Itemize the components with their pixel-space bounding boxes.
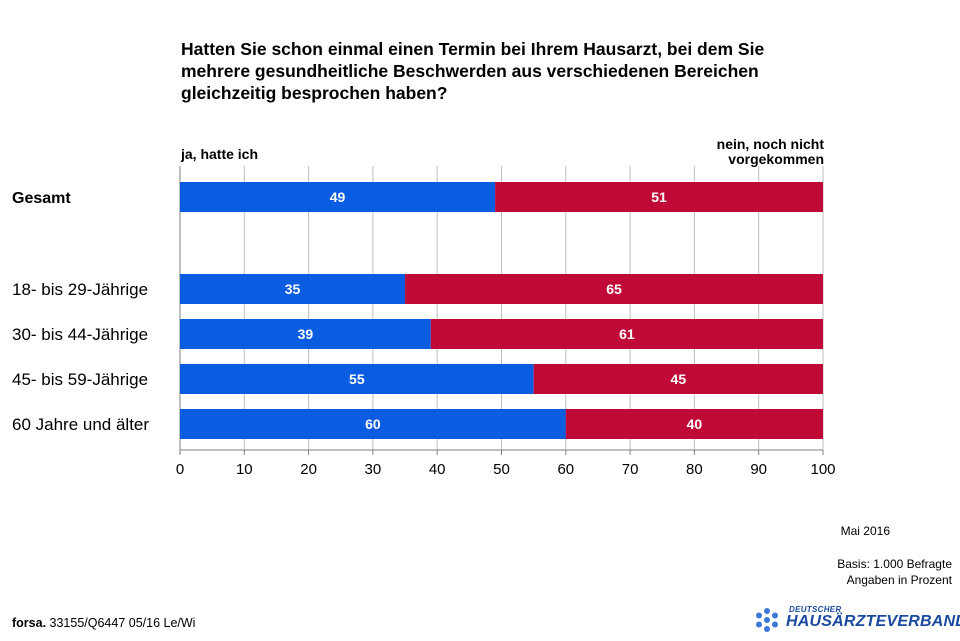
x-tick-label: 40	[429, 461, 446, 478]
x-tick-label: 50	[493, 461, 510, 478]
logo-main-text: HAUSÄRZTEVERBAND	[786, 613, 960, 630]
survey-date: Mai 2016	[840, 524, 890, 538]
category-label: 30- bis 44-Jährige	[12, 325, 148, 344]
data-label: 65	[606, 281, 622, 297]
x-tick-label: 70	[622, 461, 639, 478]
snowflake-logo-icon	[756, 608, 778, 632]
bar-nein	[405, 274, 823, 304]
bar-ja	[180, 274, 406, 304]
bar-nein	[533, 364, 823, 394]
data-label: 61	[619, 326, 635, 342]
source-code: 33155/Q6447 05/16 Le/Wi	[46, 616, 196, 630]
chart-title: Hatten Sie schon einmal einen Termin bei…	[181, 39, 765, 103]
x-tick-label: 80	[686, 461, 703, 478]
survey-basis: Basis: 1.000 Befragte Angaben in Prozent	[837, 556, 952, 588]
bar-nein	[565, 409, 823, 439]
data-label: 39	[298, 326, 314, 342]
x-tick-label: 30	[365, 461, 382, 478]
data-label: 49	[330, 189, 346, 205]
data-label: 40	[687, 416, 703, 432]
category-label: 45- bis 59-Jährige	[12, 370, 148, 389]
x-tick-label: 0	[176, 461, 184, 478]
data-label: 55	[349, 371, 365, 387]
data-label: 51	[651, 189, 667, 205]
bar-nein	[495, 182, 823, 212]
bar-ja	[180, 364, 534, 394]
source-brand: forsa.	[12, 616, 47, 630]
bar-ja	[180, 319, 431, 349]
unit-text: Angaben in Prozent	[846, 573, 952, 587]
x-tick-label: 10	[236, 461, 253, 478]
category-label: 60 Jahre und älter	[12, 415, 149, 434]
data-label: 45	[671, 371, 687, 387]
basis-text: Basis: 1.000 Befragte	[837, 557, 952, 571]
bar-ja	[180, 182, 496, 212]
x-tick-label: 60	[557, 461, 574, 478]
bar-ja	[180, 409, 566, 439]
data-label: 60	[365, 416, 381, 432]
bar-nein	[430, 319, 823, 349]
legend-nein: nein, noch nicht vorgekommen	[716, 136, 824, 167]
x-tick-label: 90	[750, 461, 767, 478]
stacked-bar-chart: 0 10 20 30 40 50 60 70 80 90 100 Gesamt 49 51 18- bis …	[12, 166, 836, 478]
category-label: Gesamt	[12, 190, 71, 207]
logo-top-text: DEUTSCHER	[789, 605, 842, 614]
source-note: forsa. 33155/Q6447 05/16 Le/Wi	[12, 616, 195, 630]
legend-ja: ja, hatte ich	[181, 146, 259, 162]
category-label: 18- bis 29-Jährige	[12, 280, 148, 299]
x-tick-label: 100	[810, 461, 835, 478]
hausaerzteverband-logo: DEUTSCHER HAUSÄRZTEVERBAND	[752, 603, 960, 635]
data-label: 35	[285, 281, 301, 297]
x-tick-label: 20	[300, 461, 317, 478]
